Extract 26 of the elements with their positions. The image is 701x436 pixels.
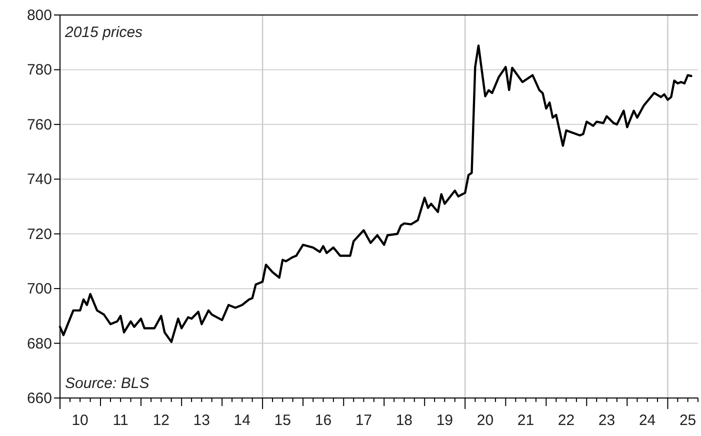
x-tick-label: 15: [274, 412, 291, 429]
x-tick-label: 20: [476, 412, 494, 429]
x-tick-label: 25: [679, 412, 696, 429]
annotation: 2015 prices: [64, 24, 144, 41]
y-tick-label: 760: [26, 116, 52, 134]
y-tick-label: 700: [26, 280, 52, 298]
x-tick-label: 12: [152, 412, 170, 429]
y-tick-label: 780: [26, 62, 52, 79]
y-tick-label: 720: [26, 226, 52, 243]
x-tick-label: 16: [314, 412, 332, 429]
x-tick-label: 22: [558, 412, 575, 429]
y-tick-label: 740: [26, 171, 52, 188]
y-tick-label: 800: [26, 7, 52, 24]
x-tick-label: 11: [112, 412, 128, 429]
annotation: Source: BLS: [65, 375, 150, 392]
y-tick-label: 660: [26, 390, 52, 407]
x-tick-label: 23: [598, 412, 616, 429]
x-tick-label: 14: [234, 412, 250, 429]
x-tick-label: 10: [72, 412, 88, 429]
x-tick-label: 17: [355, 412, 372, 429]
x-tick-label: 21: [517, 412, 534, 429]
x-tick-label: 19: [436, 412, 454, 429]
x-tick-label: 24: [638, 412, 656, 429]
x-tick-label: 18: [396, 412, 413, 429]
x-tick-label: 13: [193, 412, 210, 429]
y-tick-label: 680: [26, 335, 52, 352]
